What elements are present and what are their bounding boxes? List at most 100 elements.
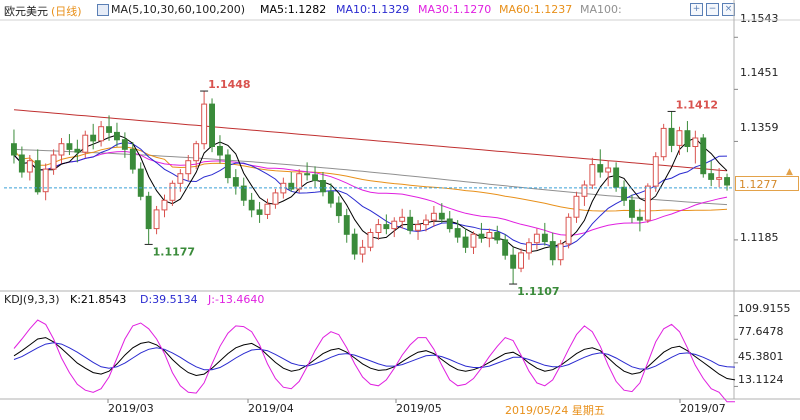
candle: [11, 143, 17, 156]
candle: [201, 103, 208, 145]
kdj-label: KDJ(9,3,3): [4, 293, 60, 306]
candle: [462, 236, 469, 248]
price-tick: 1.1543: [740, 12, 779, 25]
kdj-k-value: K:21.8543: [70, 293, 127, 306]
candle: [454, 228, 461, 238]
candle: [90, 134, 97, 142]
candle: [209, 103, 216, 147]
candle: [589, 164, 596, 186]
candle: [153, 209, 160, 230]
date-label: 2019/05: [396, 402, 442, 415]
candle: [518, 252, 524, 269]
candle: [557, 243, 564, 261]
candle: [391, 220, 398, 230]
date-label: 2019/07: [680, 402, 726, 415]
candle: [716, 177, 723, 180]
candle: [565, 216, 572, 245]
candle: [597, 164, 604, 173]
candle: [137, 168, 144, 197]
candle: [724, 177, 730, 186]
price-marker-icon: ▲: [786, 167, 793, 177]
kdj-tick: 77.6478: [738, 325, 784, 338]
candle: [106, 126, 112, 133]
candle: [304, 173, 311, 176]
candle: [526, 242, 532, 254]
candle: [121, 139, 128, 150]
candle: [288, 182, 295, 190]
candle: [58, 143, 65, 156]
candle: [415, 224, 422, 231]
kdj-d-value: D:39.5134: [140, 293, 198, 306]
candle: [248, 199, 255, 211]
kdj-j-value: J:-13.4640: [208, 293, 265, 306]
price-tick: 1.1359: [740, 121, 779, 134]
candle: [98, 126, 105, 142]
candle: [335, 202, 342, 217]
low-label: 1.1177: [153, 245, 195, 258]
candle: [446, 218, 453, 230]
candle: [224, 154, 231, 179]
candle: [581, 184, 588, 197]
low-label: 1.1107: [517, 285, 559, 298]
candle: [264, 203, 271, 215]
current-price-label: 1.1277: [735, 176, 799, 191]
candle: [684, 130, 691, 147]
candle: [636, 216, 643, 221]
candle: [18, 154, 25, 173]
candle: [145, 195, 152, 230]
candle: [367, 232, 374, 248]
candle: [74, 148, 81, 153]
collapse-icon[interactable]: −: [706, 3, 719, 16]
candle: [510, 254, 517, 269]
candle: [50, 154, 57, 170]
candle: [42, 168, 49, 193]
price-tick: 1.1185: [740, 231, 779, 244]
candle: [708, 173, 715, 180]
candle: [232, 177, 239, 187]
candle: [312, 174, 319, 182]
candle: [533, 233, 540, 244]
ma-settings-icon[interactable]: [97, 4, 109, 16]
candle: [114, 131, 120, 141]
ma60-value: MA60:1.1237: [499, 3, 573, 16]
kdj-tick: 45.3801: [738, 350, 784, 363]
candle: [327, 191, 334, 204]
candle: [613, 167, 620, 188]
candle: [644, 185, 651, 221]
candle: [82, 134, 89, 153]
add-indicator-icon[interactable]: +: [690, 3, 703, 16]
period-label[interactable]: (日线): [51, 5, 82, 18]
candle: [383, 224, 390, 230]
candle: [660, 127, 667, 158]
candle: [407, 216, 414, 231]
kdj-tick: 13.1124: [738, 373, 784, 386]
candle: [185, 160, 192, 175]
candle: [359, 246, 366, 255]
candle: [438, 212, 445, 220]
candle: [343, 215, 350, 235]
ma5-value: MA5:1.1282: [260, 3, 327, 16]
candle: [177, 173, 184, 184]
candle: [26, 160, 33, 173]
candle: [423, 219, 429, 226]
kdj-k-line: [13, 337, 736, 381]
candle: [129, 148, 136, 170]
candle: [320, 180, 326, 193]
candle: [34, 160, 41, 193]
ma-formula: MA(5,10,30,60,100,200): [111, 3, 246, 16]
candle: [541, 233, 548, 243]
candle: [351, 233, 358, 255]
high-label: 1.1448: [208, 78, 250, 91]
candle: [676, 130, 683, 146]
crosshair-date-label: 2019/05/24 星期五: [505, 404, 605, 417]
ma200-line: [13, 109, 728, 172]
candle: [486, 232, 493, 239]
kdj-j-line: [13, 319, 735, 403]
candle: [161, 199, 168, 211]
date-label: 2019/03: [108, 402, 154, 415]
ma100-value: MA100:: [580, 3, 622, 16]
candle: [470, 233, 477, 248]
candle: [399, 216, 406, 222]
date-label: 2019/04: [248, 402, 294, 415]
